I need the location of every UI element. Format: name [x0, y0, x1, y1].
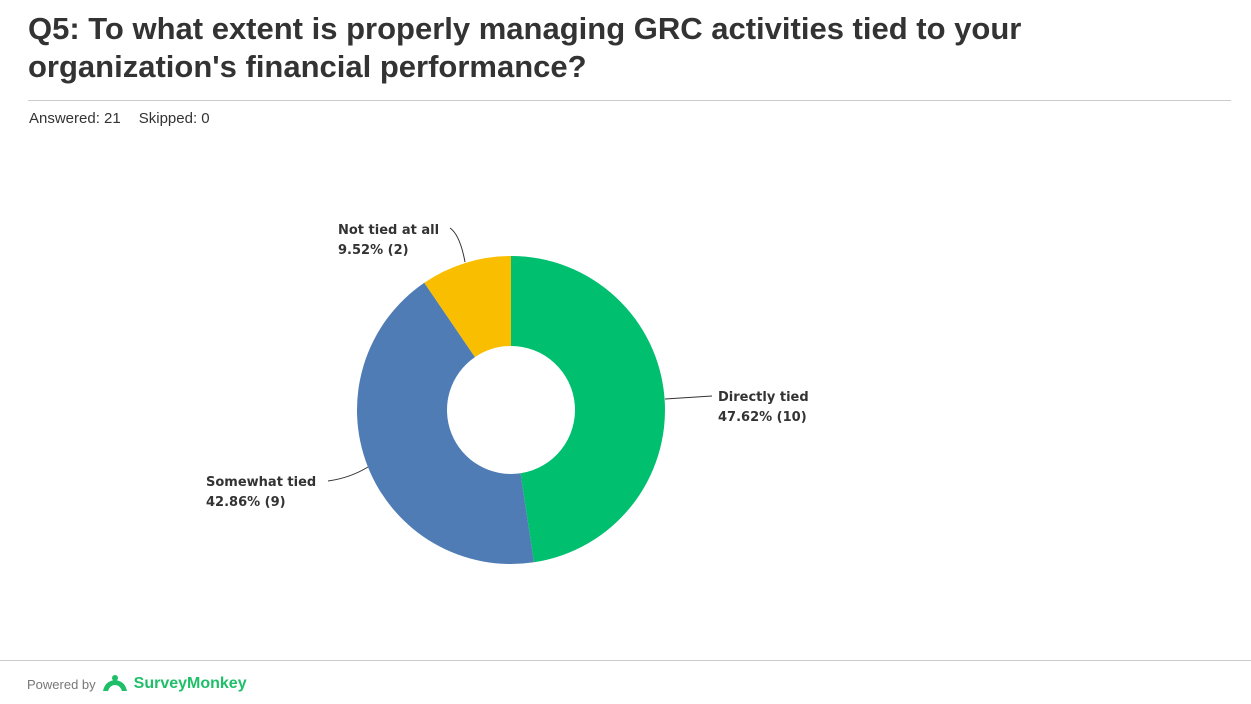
answered-count: Answered: 21 [29, 110, 121, 127]
slice-name-label: Directly tied [718, 390, 809, 405]
skipped-count: Skipped: 0 [138, 110, 210, 127]
slice-somewhat-tied [356, 282, 534, 564]
slice-value-label: 42.86% (9) [206, 495, 286, 510]
powered-by-text: Powered by [27, 676, 96, 692]
slice-not-tied-at-all [424, 256, 511, 358]
slice-name-label: Somewhat tied [206, 475, 316, 490]
slice-value-label: 9.52% (2) [338, 243, 409, 258]
response-stats: Answered: 21 Skipped: 0 [29, 110, 228, 127]
surveymonkey-brand[interactable]: SurveyMonkey [133, 675, 247, 692]
footer: Powered by SurveyMonkey [27, 674, 247, 694]
donut-chart: Directly tied 47.62% (10) Somewhat tied 42.… [206, 223, 809, 564]
slice-value-label: 47.62% (10) [718, 410, 807, 425]
leader-line [327, 466, 369, 482]
leader-line [449, 227, 466, 263]
slice-name-label: Not tied at all [338, 223, 439, 238]
page-title: Q5: To what extent is properly managing … [28, 11, 1022, 84]
surveymonkey-logo-icon [102, 675, 127, 691]
divider [28, 100, 1231, 101]
slice-directly-tied [511, 256, 665, 563]
leader-line [664, 395, 713, 400]
divider [0, 660, 1251, 661]
